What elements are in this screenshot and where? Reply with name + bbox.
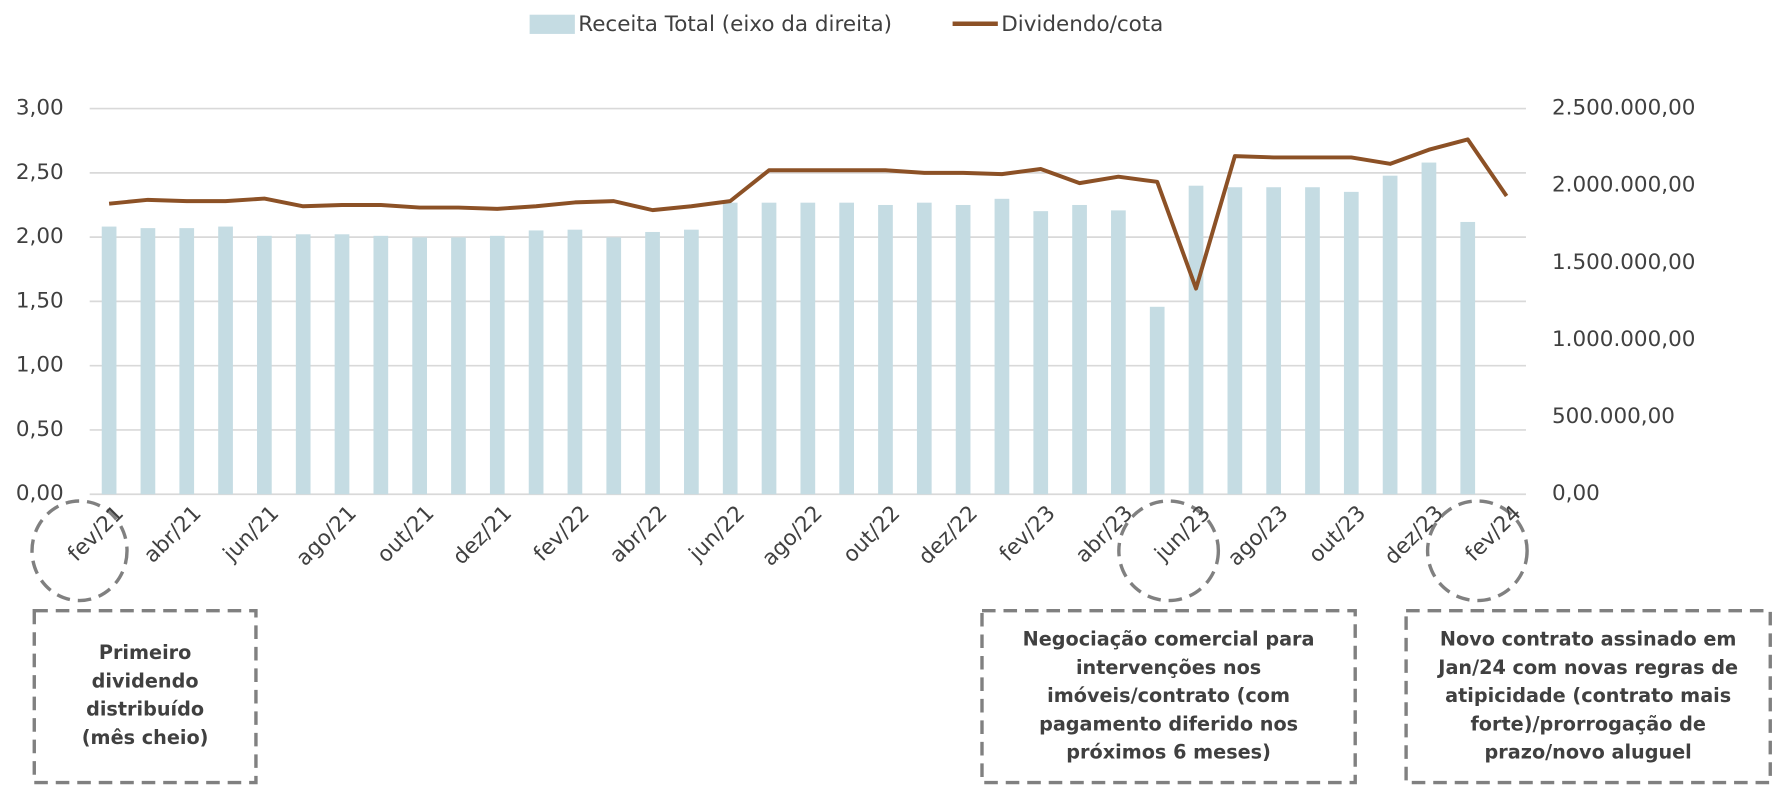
bar [1421,162,1437,495]
annotation-box [1404,609,1772,785]
y2-tick-label: 2.000.000,00 [1552,173,1695,198]
y-tick-label: 2,50 [16,160,64,185]
bar [1149,306,1165,495]
annotation-text: prazo/novo aluguel [1485,741,1692,764]
legend-label: Dividendo/cota [1001,12,1163,37]
x-tick-label: jun/23 [1150,501,1216,567]
annotation-shapes [30,499,1772,785]
annotation-text: Negociação comercial para [1023,628,1315,651]
annotation-text: atipicidade (contrato mais [1445,684,1731,707]
y2-tick-label: 1.500.000,00 [1552,250,1695,275]
annotation-box [980,609,1357,785]
y-tick-label: 2,00 [16,224,64,249]
legend-swatch [529,14,575,34]
bar [528,230,544,495]
annotation-text: (mês cheio) [82,726,209,749]
x-tick-label: ago/22 [757,501,827,571]
bar [645,231,660,495]
highlight-circle [1425,499,1529,603]
x-tick-label: ago/23 [1223,501,1293,571]
annotation-text: intervenções nos [1076,656,1261,679]
y2-tick-label: 2.500.000,00 [1552,96,1695,121]
x-tick-label: dez/22 [914,501,983,570]
annotation-text: próximos 6 meses) [1066,741,1271,764]
y2-tick-label: 0,00 [1552,481,1600,506]
bar [839,202,855,495]
bar [994,198,1010,495]
y2-tick-label: 500.000,00 [1552,404,1675,429]
annotation-text: Novo contrato assinado em [1440,628,1737,651]
bar [878,204,893,495]
annotation-text: distribuído [86,698,204,721]
x-tick-label: abr/23 [1071,501,1138,568]
bar [295,234,311,495]
bar [1033,211,1049,495]
bar [412,237,427,495]
y-tick-label: 0,50 [16,417,64,442]
x-tick-label: out/23 [1304,501,1371,568]
annotation-text: Primeiro [99,641,191,664]
x-tick-label: jun/21 [218,501,284,567]
bar [334,234,350,495]
bar [140,228,156,495]
bar [373,235,389,495]
bar [606,237,622,495]
x-tick-label: abr/22 [605,501,672,568]
y-tick-label: 1,00 [16,353,64,378]
bar [1382,175,1398,495]
x-tick-label: dez/23 [1380,501,1449,570]
y-tick-label: 0,00 [16,481,64,506]
annotation-text: Jan/24 com novas regras de [1436,656,1738,679]
bar [567,229,583,495]
bar [800,202,816,495]
bar [916,202,932,495]
bar [1460,221,1476,495]
bar [1266,187,1282,495]
annotation-box [32,609,258,785]
annotation-text: dividendo [92,669,199,692]
bar [1111,210,1126,495]
bar [955,204,971,495]
bar [179,228,195,495]
x-tick-label: out/22 [838,501,905,568]
legend-label: Receita Total (eixo da direita) [578,12,892,37]
bar [684,229,699,495]
x-tick-label: fev/22 [529,501,595,567]
x-tick-label: ago/21 [291,501,361,571]
bar [1188,185,1204,495]
annotation-text: pagamento diferido nos [1039,712,1298,735]
bar [257,235,272,495]
y-tick-label: 3,00 [16,96,64,121]
y2-tick-label: 1.000.000,00 [1552,327,1695,352]
x-tick-label: fev/21 [63,501,129,567]
annotation-text: imóveis/contrato (com [1047,684,1290,707]
x-tick-label: fev/24 [1461,501,1527,567]
x-tick-label: dez/21 [448,501,517,570]
x-tick-label: jun/22 [684,501,750,567]
annotation-text: forte)/prorrogação de [1470,712,1705,735]
bar [1305,187,1320,495]
bar [722,202,738,495]
bar [761,202,777,495]
highlight-circle [1117,499,1221,603]
bar [1343,191,1359,495]
bar [451,237,466,495]
bar [1227,187,1243,495]
highlight-circle [30,499,129,603]
bar [101,226,117,495]
y-tick-label: 1,50 [16,288,64,313]
x-tick-label: abr/21 [139,501,206,568]
bar [1072,204,1087,495]
x-tick-label: out/21 [372,501,439,568]
bar [218,226,233,495]
line [108,137,1509,291]
x-tick-label: fev/23 [995,501,1061,567]
bar [489,235,505,495]
